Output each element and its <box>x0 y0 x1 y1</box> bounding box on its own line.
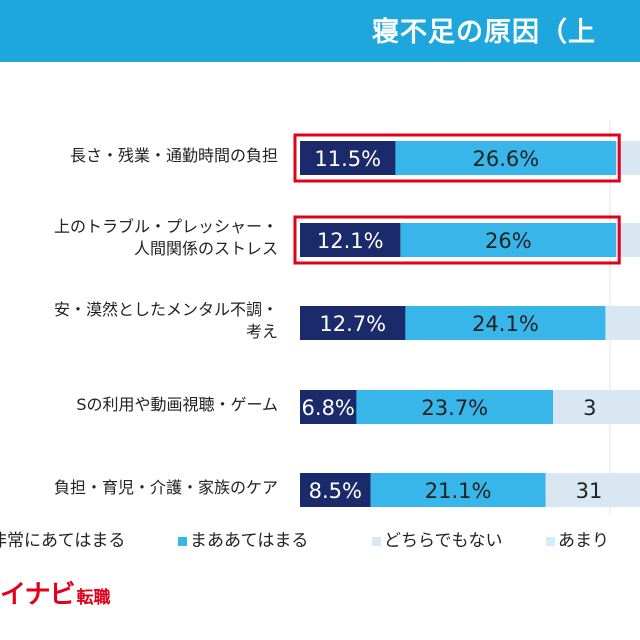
brand-logo: イナビ 転職 <box>0 574 110 611</box>
data-label: 24.1% <box>472 312 539 336</box>
bar-segment <box>370 473 546 507</box>
category-label-line: 上のトラブル・プレッシャー・ <box>53 217 278 236</box>
bar-segment <box>300 223 401 257</box>
bar-segment <box>395 141 617 175</box>
bar-segment <box>545 473 640 507</box>
legend-item: 非常にあてはまる <box>0 526 125 551</box>
bar-segment <box>553 390 640 424</box>
legend-item: あまり <box>546 526 609 551</box>
category-label: 長さ・残業・通勤時間の負担 <box>70 145 278 167</box>
category-label-line: 負担・育児・介護・家族のケア <box>53 478 278 497</box>
data-label: 12.7% <box>319 312 386 336</box>
bar-segment <box>300 141 396 175</box>
bar-segment <box>300 390 357 424</box>
bar-segment <box>405 306 606 340</box>
bar-segment <box>616 141 640 175</box>
bar-segment <box>400 223 617 257</box>
data-label: 3 <box>583 396 596 420</box>
category-label: 上のトラブル・プレッシャー・人間関係のストレス <box>54 216 278 260</box>
legend-label: 非常にあてはまる <box>0 531 126 551</box>
category-label-line: Sの利用や動画視聴・ゲーム <box>76 395 278 414</box>
category-label: Sの利用や動画視聴・ゲーム <box>76 394 278 416</box>
legend-swatch <box>546 536 555 546</box>
bar-segment <box>616 223 640 257</box>
data-label: 6.8% <box>302 396 355 420</box>
data-label: 26% <box>485 229 532 253</box>
legend-swatch <box>178 536 187 546</box>
legend-swatch <box>372 536 381 546</box>
category-label-line: 長さ・残業・通勤時間の負担 <box>69 146 278 165</box>
bar-segment <box>300 306 406 340</box>
highlight-box <box>293 133 621 183</box>
category-label-line: 人間関係のストレス <box>133 239 278 258</box>
header-banner: 寝不足の原因（上 <box>0 0 640 62</box>
data-label: 21.1% <box>425 479 492 503</box>
chart-title: 寝不足の原因（上 <box>372 17 596 48</box>
data-label: 26.6% <box>472 147 539 171</box>
legend-label: あまり <box>558 531 609 551</box>
category-label: 安・漠然としたメンタル不調・考え <box>54 299 278 343</box>
category-label: 負担・育児・介護・家族のケア <box>54 477 278 499</box>
data-label: 12.1% <box>317 229 384 253</box>
brand-name: イナビ <box>0 580 75 610</box>
data-label: 23.7% <box>421 396 488 420</box>
category-label-line: 安・漠然としたメンタル不調・ <box>53 300 278 319</box>
highlight-box <box>293 215 621 265</box>
bar-segment <box>605 306 640 340</box>
legend-item: どちらでもない <box>372 526 503 551</box>
category-label-line: 考え <box>245 322 278 341</box>
bar-segment <box>356 390 554 424</box>
legend: 非常にあてはまる まああてはまる どちらでもない あまり <box>0 524 640 554</box>
legend-label: どちらでもない <box>384 531 503 551</box>
bar-segment <box>300 473 371 507</box>
legend-item: まああてはまる <box>178 526 308 551</box>
brand-sub: 転職 <box>76 588 111 608</box>
legend-label: まああてはまる <box>190 531 309 551</box>
data-label: 8.5% <box>309 479 362 503</box>
data-label: 11.5% <box>314 147 381 171</box>
data-label: 31 <box>576 479 603 503</box>
